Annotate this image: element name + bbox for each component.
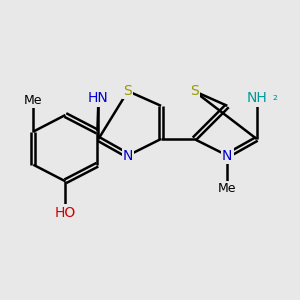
- Text: ₂: ₂: [272, 90, 277, 103]
- Text: N: N: [222, 148, 232, 163]
- Text: S: S: [124, 84, 132, 98]
- Text: S: S: [190, 84, 199, 98]
- Text: Me: Me: [24, 94, 43, 107]
- Text: Me: Me: [218, 182, 236, 195]
- Text: NH: NH: [246, 92, 267, 106]
- Text: HO: HO: [55, 206, 76, 220]
- Text: N: N: [123, 148, 133, 163]
- Text: HN: HN: [88, 92, 109, 106]
